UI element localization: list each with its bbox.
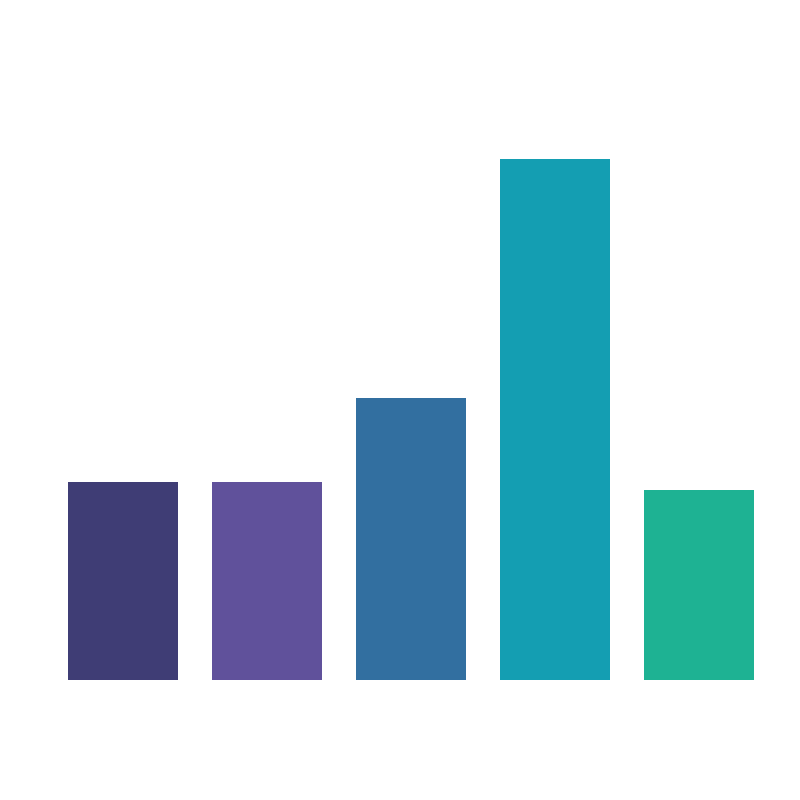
bar-4 <box>500 159 610 680</box>
bar-chart <box>0 0 800 800</box>
bar-2 <box>212 482 322 680</box>
bar-1 <box>68 482 178 680</box>
bar-3 <box>356 398 466 680</box>
bar-5 <box>644 490 754 680</box>
